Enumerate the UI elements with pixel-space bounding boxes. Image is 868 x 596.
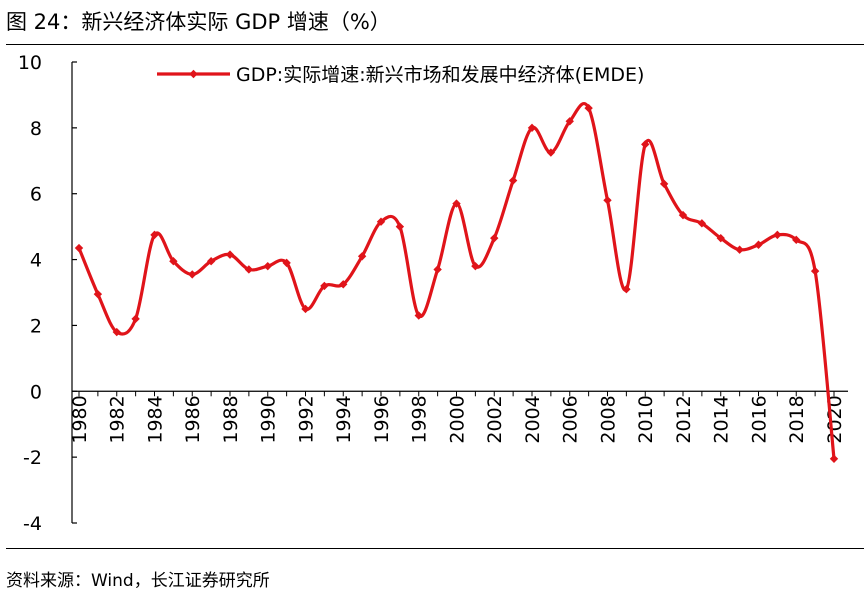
x-tick-label: 1982 — [107, 395, 129, 443]
data-point — [565, 117, 574, 126]
x-tick-label: 1994 — [333, 395, 355, 443]
y-tick-label: -4 — [23, 513, 42, 535]
data-point — [471, 261, 480, 271]
data-point — [395, 222, 405, 231]
x-tick-label: 2012 — [673, 395, 695, 443]
x-tick-label: 2006 — [560, 395, 582, 443]
data-point — [603, 196, 612, 205]
y-tick-label: -2 — [23, 447, 42, 469]
x-tick-label: 1998 — [409, 395, 431, 443]
data-point — [263, 261, 272, 271]
data-point — [508, 176, 518, 185]
data-point — [150, 230, 159, 240]
top-rule — [6, 44, 864, 45]
data-point — [716, 233, 725, 243]
x-tick-label: 1986 — [182, 395, 204, 443]
data-point — [376, 217, 386, 226]
source-note: 资料来源：Wind，长江证券研究所 — [6, 571, 270, 591]
data-point — [659, 179, 669, 189]
data-point — [131, 314, 140, 324]
x-tick-label: 2020 — [824, 395, 846, 443]
y-tick-label: 8 — [30, 118, 42, 140]
data-point — [244, 265, 254, 274]
data-point — [93, 289, 103, 299]
data-point — [433, 265, 442, 274]
data-point — [282, 258, 291, 268]
data-point — [414, 311, 423, 320]
data-point — [792, 235, 801, 245]
legend-label: GDP:实际增速:新兴市场和发展中经济体(EMDE) — [236, 64, 644, 86]
y-tick-label: 0 — [30, 381, 42, 403]
data-point — [169, 257, 178, 266]
x-tick-label: 2000 — [447, 395, 469, 443]
data-point — [546, 148, 556, 157]
data-point — [206, 257, 216, 266]
data-point — [754, 240, 763, 249]
y-tick-label: 4 — [30, 250, 42, 272]
x-tick-label: 2002 — [484, 395, 506, 443]
x-tick-label: 1984 — [145, 395, 167, 443]
data-point — [829, 454, 839, 463]
y-tick-label: 2 — [30, 315, 42, 337]
x-tick-label: 2010 — [635, 395, 657, 443]
data-point — [320, 281, 329, 291]
x-tick-label: 1988 — [220, 395, 242, 443]
x-tick-label: 1980 — [69, 395, 91, 443]
x-tick-label: 2018 — [786, 395, 808, 443]
data-point — [490, 233, 499, 243]
bottom-rule — [6, 548, 864, 549]
data-point — [735, 245, 744, 254]
data-point — [339, 280, 348, 289]
data-point — [188, 270, 197, 279]
x-tick-label: 2014 — [711, 395, 733, 443]
data-point — [678, 210, 688, 220]
x-tick-label: 2016 — [749, 395, 771, 443]
x-tick-label: 2004 — [522, 395, 544, 443]
data-point — [452, 199, 461, 208]
y-tick-label: 10 — [18, 52, 42, 74]
legend-marker — [189, 69, 198, 79]
x-tick-label: 1996 — [371, 395, 393, 443]
data-point — [74, 243, 84, 253]
data-point — [622, 285, 631, 294]
legend: GDP:实际增速:新兴市场和发展中经济体(EMDE) — [157, 64, 644, 86]
x-tick-label: 1992 — [296, 395, 318, 443]
data-point — [112, 327, 121, 337]
data-point — [301, 304, 310, 314]
y-tick-label: 6 — [30, 184, 42, 206]
data-point — [584, 103, 593, 113]
figure-title: 图 24：新兴经济体实际 GDP 增速（%） — [6, 10, 391, 34]
data-point — [773, 230, 782, 240]
x-tick-label: 2008 — [598, 395, 620, 443]
data-point — [225, 250, 235, 259]
data-point — [810, 266, 820, 276]
data-point — [697, 219, 707, 228]
data-point — [527, 123, 537, 133]
data-point — [641, 140, 650, 149]
x-tick-label: 1990 — [258, 395, 280, 443]
data-point — [357, 252, 367, 261]
